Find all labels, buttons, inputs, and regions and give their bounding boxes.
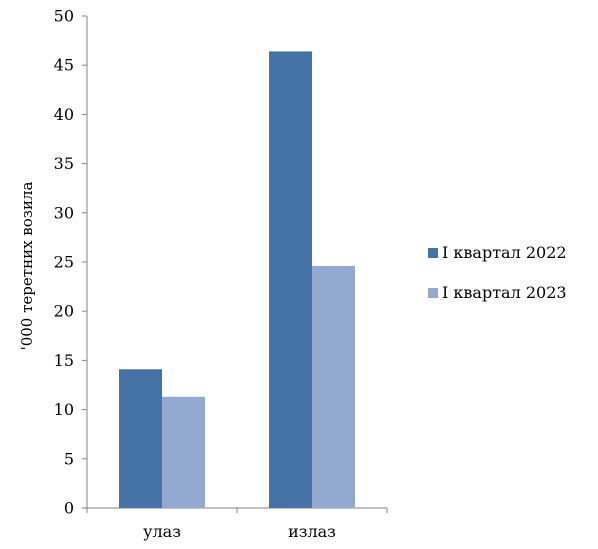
bar bbox=[119, 369, 162, 508]
y-tick-label: 50 bbox=[54, 7, 74, 26]
x-tick-label: улаз bbox=[143, 522, 181, 541]
bar bbox=[312, 265, 355, 508]
y-tick-label: 0 bbox=[64, 499, 74, 518]
x-tick-label: излаз bbox=[288, 522, 336, 541]
y-tick-label: 45 bbox=[54, 56, 74, 75]
y-tick-label: 20 bbox=[54, 302, 74, 321]
legend-swatch bbox=[428, 248, 438, 258]
y-tick-label: 35 bbox=[54, 154, 74, 173]
y-tick-label: 5 bbox=[64, 449, 74, 468]
y-tick-label: 15 bbox=[54, 351, 74, 370]
y-tick-label: 40 bbox=[54, 105, 74, 124]
bar bbox=[269, 51, 312, 508]
plot-area: 0 5 10 15 20 25 30 35 40 45 50 улаз излаз bbox=[54, 7, 388, 541]
legend-swatch bbox=[428, 288, 438, 298]
y-tick-label: 10 bbox=[54, 400, 74, 419]
y-axis-label: '000 теретних возила bbox=[18, 182, 36, 351]
legend-label: I квартал 2023 bbox=[442, 283, 567, 302]
y-tick-label: 30 bbox=[54, 203, 74, 222]
legend-label: I квартал 2022 bbox=[442, 243, 567, 262]
legend: I квартал 2022 I квартал 2023 bbox=[428, 243, 567, 302]
bar bbox=[162, 396, 205, 508]
y-tick-label: 25 bbox=[54, 253, 74, 272]
